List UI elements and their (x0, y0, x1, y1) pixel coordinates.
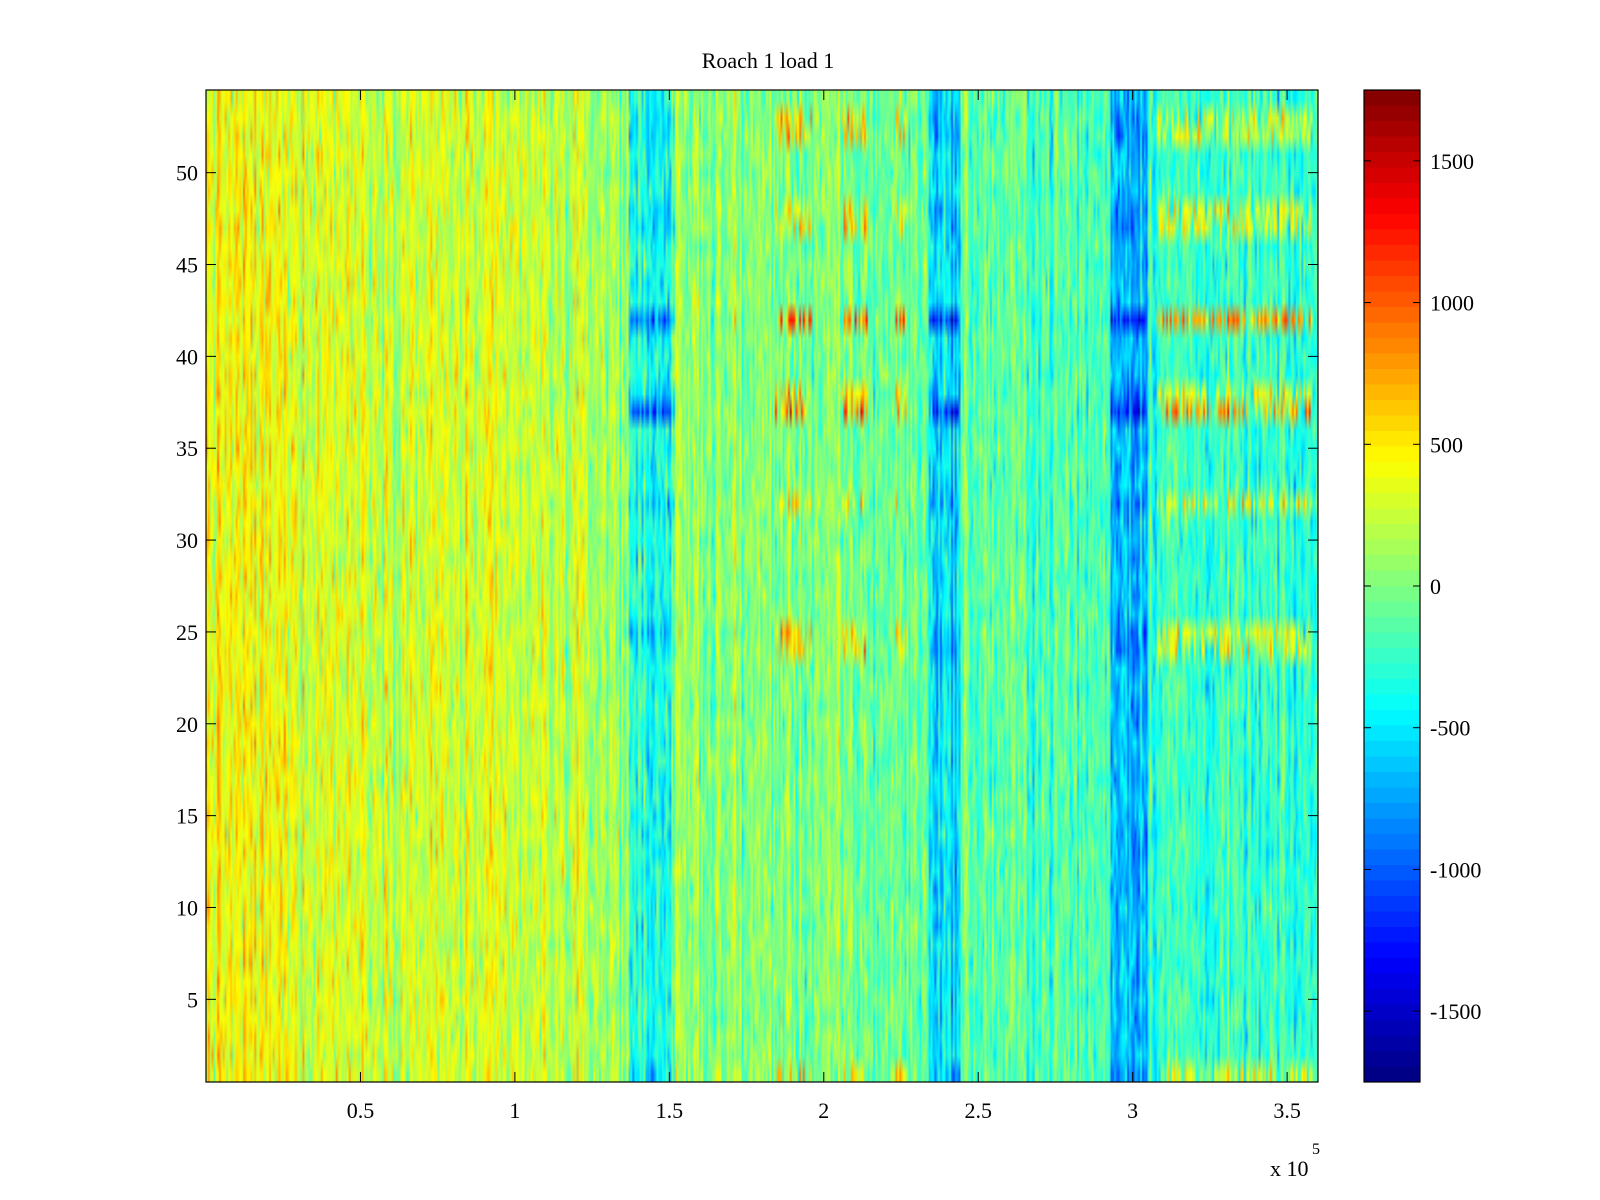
colorbar-tick-label: -500 (1430, 716, 1470, 741)
y-tick-label: 20 (176, 712, 198, 737)
y-tick-label: 15 (176, 804, 198, 829)
plot-frame (205, 89, 1319, 1083)
x-tick-label: 1 (509, 1098, 520, 1123)
y-tick-label: 50 (176, 161, 198, 186)
y-tick-label: 35 (176, 436, 198, 461)
colorbar-tick-label: 1000 (1430, 291, 1474, 316)
x-tick-label: 2 (818, 1098, 829, 1123)
y-axis-ticks: 5 10 15 20 25 30 35 40 45 50 (176, 161, 1318, 1012)
y-tick-label: 40 (176, 344, 198, 369)
x-axis-ticks: 0.5 1 1.5 2 2.5 3 3.5 (347, 90, 1301, 1123)
plot-area (205, 89, 1319, 1083)
colorbar-tick-label: 500 (1430, 432, 1463, 457)
colorbar: -1500 -1000 -500 0 500 1000 1500 (1363, 89, 1481, 1083)
x-tick-label: 3.5 (1273, 1098, 1301, 1123)
x-tick-label: 2.5 (964, 1098, 992, 1123)
colorbar-tick-label: 1500 (1430, 149, 1474, 174)
x-axis-multiplier: x 10 5 (1270, 1141, 1320, 1181)
heatmap-image (206, 90, 1318, 1082)
colorbar-tick-label: -1500 (1430, 999, 1481, 1024)
x-tick-label: 0.5 (347, 1098, 375, 1123)
x-multiplier-base: x 10 (1270, 1156, 1309, 1181)
x-multiplier-exponent: 5 (1312, 1141, 1320, 1158)
colorbar-gradient (1364, 90, 1420, 1082)
colorbar-tick-label: 0 (1430, 574, 1441, 599)
chart-title: Roach 1 load 1 (702, 48, 835, 73)
y-tick-label: 45 (176, 253, 198, 278)
x-tick-label: 3 (1127, 1098, 1138, 1123)
y-tick-label: 25 (176, 620, 198, 645)
colorbar-ticks: -1500 -1000 -500 0 500 1000 1500 (1364, 149, 1481, 1024)
y-tick-label: 10 (176, 895, 198, 920)
y-tick-label: 5 (187, 987, 198, 1012)
colorbar-tick-label: -1000 (1430, 857, 1481, 882)
x-tick-label: 1.5 (656, 1098, 684, 1123)
y-tick-label: 30 (176, 528, 198, 553)
